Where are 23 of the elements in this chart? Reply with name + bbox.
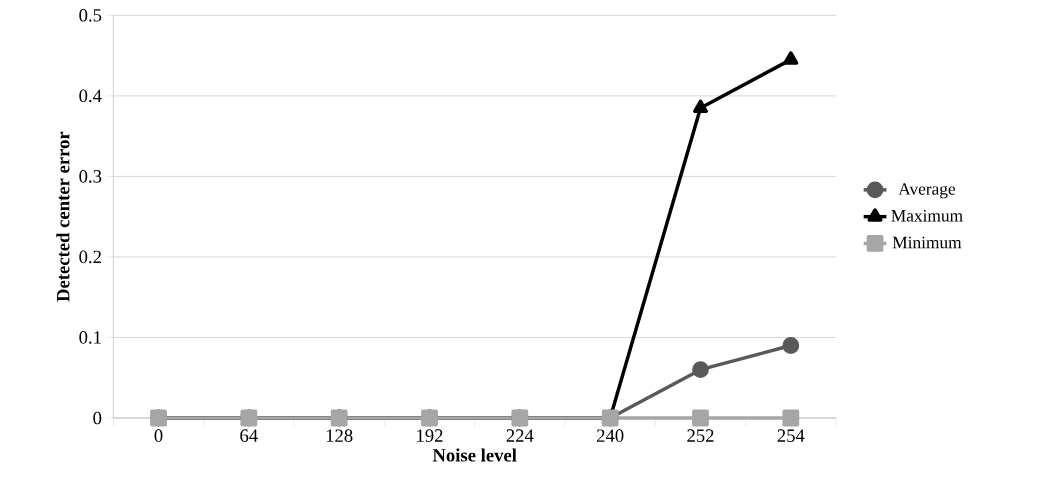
y-axis-title: Detected center error (56, 131, 70, 302)
y-tick-label: 0.2 (79, 250, 101, 264)
y-tick-label: 0.1 (79, 330, 101, 344)
point (692, 361, 709, 378)
x-tick-label: 252 (687, 429, 714, 442)
y-tick-label: 0.5 (79, 8, 102, 22)
legend-label: Average (898, 182, 956, 199)
point (692, 409, 709, 427)
legend-label: Minimum (892, 236, 962, 249)
x-tick-label: 128 (326, 429, 353, 442)
y-tick-label: 0.4 (79, 89, 102, 103)
x-tick-label: 254 (777, 429, 805, 442)
x-tick-label: 240 (596, 429, 624, 442)
x-tick-label: 192 (417, 429, 443, 442)
point (782, 409, 800, 427)
y-tick-label: 0.3 (79, 169, 102, 183)
x-tick-label: 64 (240, 429, 258, 442)
x-tick-label: 0 (154, 429, 163, 442)
y-tick-label: 0 (93, 411, 102, 425)
x-axis-title: Noise level (432, 448, 517, 462)
point (782, 336, 800, 354)
legend-label: Maximum (891, 209, 963, 222)
x-tick-label: 224 (506, 429, 534, 442)
